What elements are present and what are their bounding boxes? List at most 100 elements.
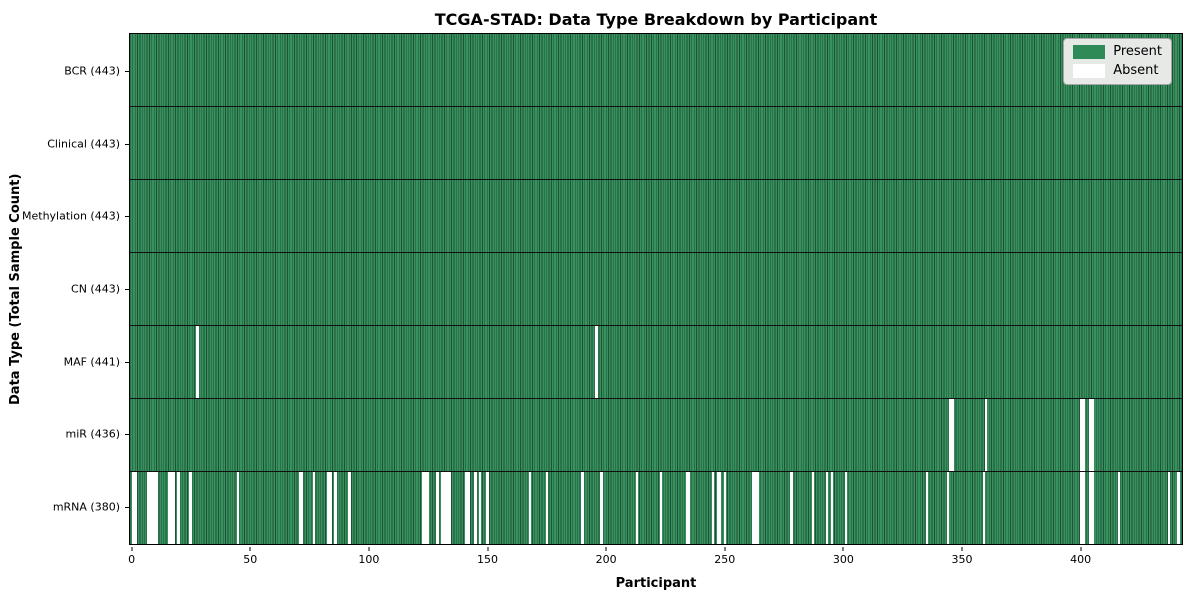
absent-mark [1079,399,1083,471]
x-tick-label: 50 [243,552,258,566]
absent-mark [716,472,719,544]
absent-mark [436,472,439,544]
absent-mark [474,472,477,544]
x-tick-mark [131,546,133,551]
absent-mark [422,472,425,544]
absent-mark [348,472,351,544]
absent-mark [327,472,330,544]
y-tick-label: Clinical (443) [47,137,120,151]
present-swatch [1073,45,1106,59]
absent-mark [949,399,952,471]
absent-mark [951,399,954,471]
absent-mark [688,472,691,544]
y-tick-label: CN (443) [71,282,120,296]
absent-mark [723,472,727,544]
x-tick-label: 250 [714,552,736,566]
absent-mark [811,472,814,544]
absent-mark [464,472,468,544]
y-tick-mark [125,507,129,509]
absent-mark [479,472,482,544]
absent-mark [167,472,171,544]
absent-mark [1091,399,1095,471]
y-tick-mark [125,143,129,145]
x-tick-label: 0 [128,552,136,566]
absent-mark [581,472,584,544]
x-tick-mark [368,546,370,551]
absent-mark [925,472,928,544]
absent-swatch [1073,64,1106,78]
absent-mark [146,472,149,544]
absent-mark [790,472,793,544]
absent-mark [329,472,332,544]
absent-mark [718,472,722,544]
absent-mark [1167,472,1171,544]
absent-mark [312,472,316,544]
absent-mark [424,472,427,544]
x-axis-label: Participant [615,576,697,591]
absent-mark [711,472,715,544]
absent-mark [448,472,451,544]
absent-mark [600,472,603,544]
y-tick-label: MAF (441) [63,355,120,369]
y-tick-label: mRNA (380) [52,500,120,514]
absent-mark [334,472,337,544]
x-tick-label: 100 [358,552,380,566]
x-axis: 0 50 100 150 200 250 300 350 400 [128,546,1182,573]
absent-mark [170,472,173,544]
heatmap-row [130,399,1182,472]
absent-mark [1082,472,1085,544]
y-tick-label: Methylation (443) [22,209,120,223]
absent-mark [984,399,988,471]
absent-mark [148,472,152,544]
x-tick-mark [961,546,963,551]
plot-area [129,33,1183,545]
absent-mark [445,472,449,544]
x-tick-mark [605,546,607,551]
absent-mark [844,472,848,544]
x-tick-mark [842,546,844,551]
absent-mark [196,326,199,398]
y-tick-mark [125,361,129,363]
absent-mark [830,472,833,544]
absent-mark [486,472,489,544]
absent-mark [545,472,548,544]
x-tick-mark [249,546,251,551]
legend-item-absent: Absent [1073,64,1162,78]
absent-mark [236,472,240,544]
absent-mark [298,472,301,544]
heatmap-row [130,34,1182,107]
absent-mark [426,472,430,544]
absent-mark [1091,472,1095,544]
heatmap-row [130,253,1182,326]
absent-mark [982,472,985,544]
x-tick-mark [487,546,489,551]
legend: Present Absent [1063,38,1172,85]
y-tick-mark [125,289,129,290]
x-tick-label: 300 [832,552,854,566]
absent-mark [443,472,446,544]
x-tick-mark [724,546,726,551]
absent-mark [177,472,180,544]
absent-mark [1089,472,1092,544]
absent-mark [132,472,135,544]
absent-mark [946,472,950,544]
absent-mark [595,326,598,398]
absent-mark [825,472,829,544]
absent-mark [659,472,662,544]
absent-mark [153,472,157,544]
heatmap-row [130,472,1182,544]
heatmap-row [130,326,1182,399]
absent-mark [1082,399,1085,471]
absent-mark [172,472,176,544]
absent-mark [1089,399,1092,471]
absent-mark [300,472,304,544]
absent-mark [1117,472,1121,544]
y-tick-mark [125,216,129,218]
absent-mark [635,472,639,544]
x-tick-label: 150 [477,552,499,566]
y-tick-mark [125,70,129,72]
absent-mark [189,472,192,544]
absent-mark [685,472,689,544]
absent-mark [1079,472,1083,544]
